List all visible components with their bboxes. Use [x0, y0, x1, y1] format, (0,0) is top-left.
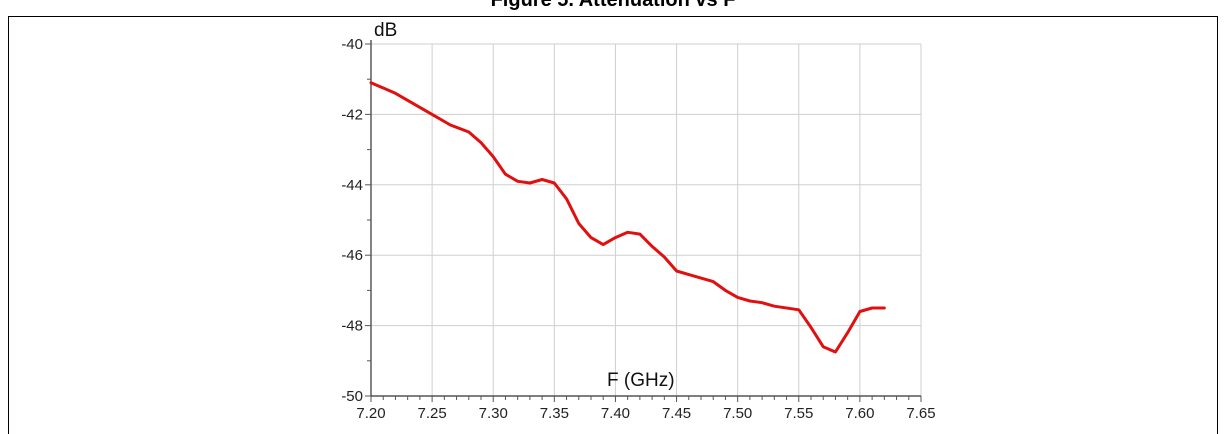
y-tick-label: -46	[341, 247, 363, 264]
chart-ticks: 7.20 7.25 7.30 7.35 7.40 7.45 7.50 7.55 7.60 7.65…	[341, 36, 935, 422]
y-tick-label: -40	[341, 36, 363, 53]
x-axis-label: F (GHz)	[607, 370, 675, 391]
x-tick-label: 7.25	[418, 405, 447, 422]
x-tick-label: 7.40	[601, 405, 630, 422]
figure-title: Figure 5. Attenuation vs F	[0, 0, 1226, 16]
x-tick-label: 7.30	[479, 405, 508, 422]
x-tick-label: 7.55	[784, 405, 813, 422]
x-tick-label: 7.50	[723, 405, 752, 422]
x-tick-label: 7.20	[356, 405, 385, 422]
y-axis-label: dB	[374, 20, 397, 41]
x-tick-label: 7.60	[845, 405, 874, 422]
y-tick-label: -50	[341, 388, 363, 405]
figure-title-text: Figure 5. Attenuation vs F	[490, 0, 736, 11]
x-tick-label: 7.65	[906, 405, 935, 422]
figure-frame	[8, 16, 1218, 434]
y-tick-label: -48	[341, 318, 363, 335]
x-tick-label: 7.35	[540, 405, 569, 422]
chart-series	[369, 81, 886, 354]
y-tick-label: -44	[341, 177, 363, 194]
x-tick-label: 7.45	[662, 405, 691, 422]
attenuation-line	[369, 81, 886, 354]
y-tick-label: -42	[341, 106, 363, 123]
chart-axes	[370, 40, 921, 397]
chart-grid	[370, 43, 922, 397]
